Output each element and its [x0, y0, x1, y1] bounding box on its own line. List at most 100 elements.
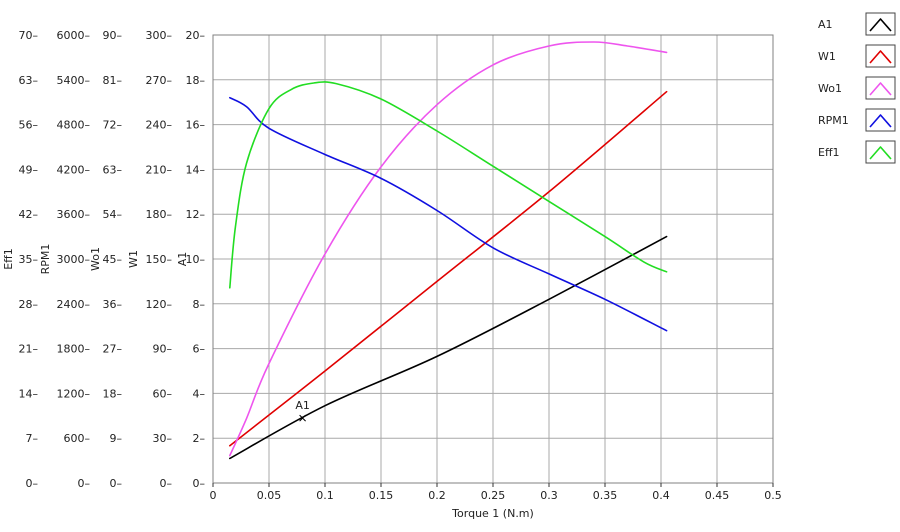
x-tick-label: 0.2: [428, 489, 446, 502]
y-axis-title: W1: [127, 250, 140, 268]
y-axis-title: A1: [176, 252, 189, 267]
legend-swatch-line: [869, 50, 892, 64]
legend-item-rpm1: RPM1: [818, 108, 896, 132]
x-tick-label: 0.5: [764, 489, 782, 502]
y-tick-label: 300–: [146, 29, 173, 42]
y-tick-label: 81–: [103, 74, 123, 87]
y-tick-label: 3600–: [57, 208, 91, 221]
legend-swatch-box: [865, 44, 896, 68]
y-axis-wo1: 0– 9– 18– 27– 36– 45– 54– 63– 72– 81– 90– Wo1: [89, 29, 122, 490]
y-tick-label: 28–: [19, 298, 39, 311]
y-tick-label: 7–: [26, 432, 39, 445]
y-tick-label: 30–: [153, 432, 173, 445]
legend-swatch-line: [869, 18, 892, 32]
y-tick-label: 56–: [19, 119, 39, 132]
y-tick-label: 70–: [19, 29, 39, 42]
y-tick-label: 1200–: [57, 387, 91, 400]
y-axis-eff1: 0– 7– 14– 21– 28– 35– 42– 49– 56– 63– 70– Eff1: [2, 29, 38, 490]
legend-swatch-box: [865, 12, 896, 36]
y-tick-label: 4–: [193, 387, 206, 400]
series-line-a1: [229, 235, 668, 460]
y-tick-label: 180–: [146, 208, 173, 221]
y-tick-label: 14–: [186, 163, 206, 176]
y-axes: 0– 7– 14– 21– 28– 35– 42– 49– 56– 63– 70– Eff1 0– 600…: [2, 29, 205, 490]
y-axis-a1: 0– 2– 4– 6– 8– 10– 12– 14– 16– 18– 20– A1: [176, 29, 205, 490]
y-tick-label: 18–: [186, 74, 206, 87]
legend: A1 W1 Wo1 RPM1 Eff1: [818, 12, 896, 164]
legend-item-w1: W1: [818, 44, 896, 68]
x-tick-label: 0.05: [257, 489, 282, 502]
y-tick-label: 6000–: [57, 29, 91, 42]
grid: [212, 34, 774, 484]
y-tick-label: 8–: [193, 298, 206, 311]
x-tick-labels: 0 0.05 0.1 0.15 0.2 0.25 0.3 0.35 0.4 0.45 0.5: [210, 483, 782, 502]
y-tick-label: 4800–: [57, 119, 91, 132]
legend-swatch-box: [865, 76, 896, 100]
y-tick-label: 14–: [19, 387, 39, 400]
y-tick-label: 16–: [186, 119, 206, 132]
y-tick-label: 54–: [103, 208, 123, 221]
y-tick-label: 49–: [19, 163, 39, 176]
legend-label: W1: [818, 50, 836, 63]
y-tick-label: 35–: [19, 253, 39, 266]
x-tick-label: 0.25: [481, 489, 506, 502]
y-tick-label: 1800–: [57, 343, 91, 356]
legend-label: Eff1: [818, 146, 840, 159]
x-tick-label: 0.1: [316, 489, 334, 502]
legend-swatch-line: [869, 82, 892, 96]
y-tick-label: 0–: [78, 477, 91, 490]
legend-label: A1: [818, 18, 833, 31]
y-tick-label: 90–: [103, 29, 123, 42]
legend-swatch-box: [865, 140, 896, 164]
series-line-eff1: [229, 81, 668, 289]
y-tick-label: 3000–: [57, 253, 91, 266]
y-tick-label: 72–: [103, 119, 123, 132]
y-tick-label: 0–: [160, 477, 173, 490]
legend-swatch-line: [869, 114, 892, 128]
y-tick-label: 45–: [103, 253, 123, 266]
y-tick-label: 36–: [103, 298, 123, 311]
y-tick-label: 9–: [110, 432, 123, 445]
y-tick-label: 600–: [64, 432, 91, 445]
x-tick-label: 0.15: [369, 489, 394, 502]
y-tick-label: 63–: [19, 74, 39, 87]
annotations: A1: [295, 399, 310, 422]
y-tick-label: 0–: [26, 477, 39, 490]
y-tick-label: 150–: [146, 253, 173, 266]
y-tick-label: 42–: [19, 208, 39, 221]
x-axis-title: Torque 1 (N.m): [451, 507, 534, 520]
y-axis-title: Eff1: [2, 248, 15, 270]
x-tick-label: 0.3: [540, 489, 558, 502]
y-tick-label: 210–: [146, 163, 173, 176]
y-tick-label: 0–: [110, 477, 123, 490]
legend-label: Wo1: [818, 82, 842, 95]
y-tick-label: 60–: [153, 387, 173, 400]
y-tick-label: 6–: [193, 343, 206, 356]
series-line-w1: [229, 90, 668, 447]
y-tick-label: 18–: [103, 387, 123, 400]
legend-item-eff1: Eff1: [818, 140, 896, 164]
legend-item-a1: A1: [818, 12, 896, 36]
y-tick-label: 90–: [153, 343, 173, 356]
y-tick-label: 12–: [186, 208, 206, 221]
y-tick-label: 5400–: [57, 74, 91, 87]
y-tick-label: 20–: [186, 29, 206, 42]
y-tick-label: 270–: [146, 74, 173, 87]
legend-item-wo1: Wo1: [818, 76, 896, 100]
y-axis-title: RPM1: [39, 244, 52, 275]
y-tick-label: 240–: [146, 119, 173, 132]
annotation-label: A1: [295, 399, 310, 412]
y-tick-label: 0–: [193, 477, 206, 490]
y-axis-w1: 0– 30– 60– 90– 120– 150– 180– 210– 240– 270– 300– W…: [127, 29, 172, 490]
x-tick-label: 0.35: [593, 489, 618, 502]
y-tick-label: 4200–: [57, 163, 91, 176]
y-tick-label: 2–: [193, 432, 206, 445]
y-tick-label: 27–: [103, 343, 123, 356]
x-tick-label: 0.45: [705, 489, 730, 502]
series-line-rpm1: [229, 96, 668, 332]
y-tick-label: 10–: [186, 253, 206, 266]
legend-label: RPM1: [818, 114, 849, 127]
legend-swatch-box: [865, 108, 896, 132]
legend-swatch-line: [869, 146, 892, 160]
